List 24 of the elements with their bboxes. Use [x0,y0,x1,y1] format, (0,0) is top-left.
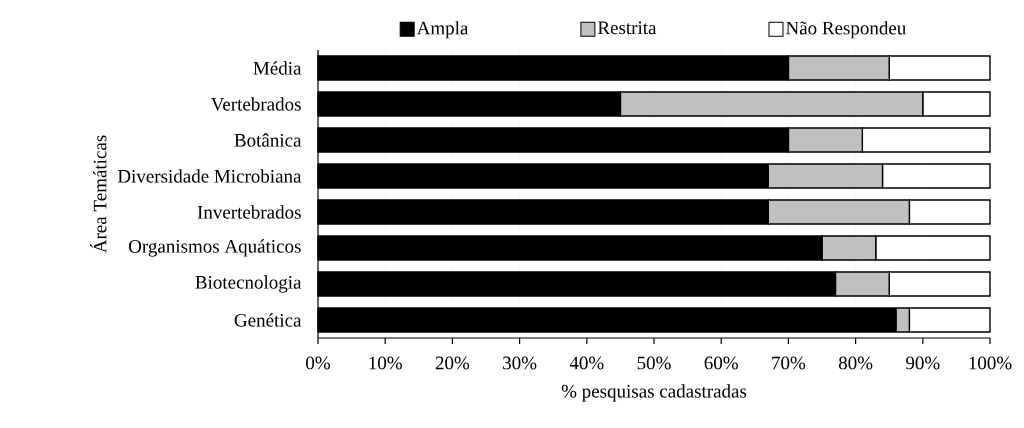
x-tick-label: 90% [906,356,940,370]
y-tick-label: Genética [234,313,302,327]
y-axis-title: Área Temáticas [89,135,107,254]
y-tick-label: Diversidade Microbiana [117,169,302,183]
x-tick-label: 60% [704,356,738,370]
y-tick-label: Organismos Aquáticos [128,239,301,257]
x-tick-label: 80% [838,356,873,370]
x-tick-label: 70% [772,356,806,370]
y-tick-label: Vertebrados [210,97,301,111]
x-tick-label: 100% [969,356,1012,370]
y-tick-label: Média [253,61,302,75]
x-tick-label: 30% [503,356,537,370]
legend-label: Restrita [597,21,657,35]
x-tick-label: 10% [369,356,402,370]
x-tick-label: 50% [637,356,671,370]
legend-label: Ampla [416,21,469,39]
x-axis-title: % pesquisas cadastradas [561,384,747,402]
legend-label: Não Respondeu [786,21,906,39]
x-tick-label: 40% [569,356,604,370]
y-tick-label: Botânica [234,133,302,147]
x-tick-label: 20% [435,356,470,370]
x-tick-label: 0% [306,356,331,370]
y-tick-label: Biotecnologia [195,275,302,293]
y-tick-label: Invertebrados [197,205,301,219]
